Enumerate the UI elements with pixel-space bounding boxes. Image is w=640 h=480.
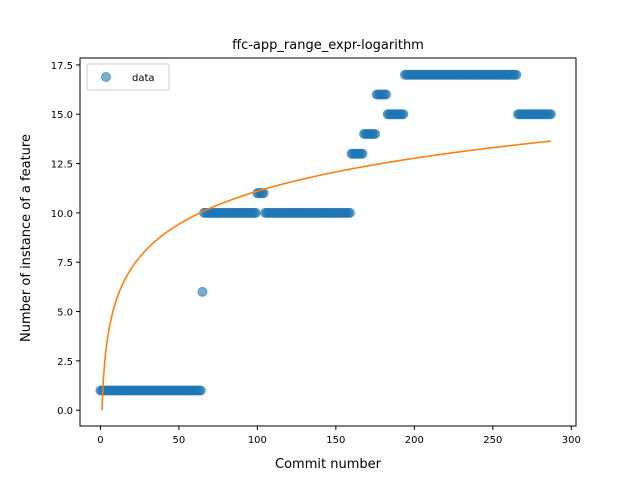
x-tick-label: 250 <box>483 435 502 446</box>
data-point <box>398 109 409 120</box>
legend-data-marker <box>101 72 111 82</box>
y-tick-label: 7.5 <box>57 258 73 269</box>
x-axis-title: Commit number <box>275 457 382 472</box>
y-tick-label: 2.5 <box>57 357 73 368</box>
x-tick-label: 200 <box>405 435 424 446</box>
x-tick-label: 100 <box>248 435 267 446</box>
data-point <box>197 286 208 297</box>
x-tick-label: 50 <box>173 435 186 446</box>
x-tick-label: 0 <box>97 435 103 446</box>
x-tick-label: 300 <box>562 435 581 446</box>
y-axis-title: Number of instance of a feature <box>19 134 34 342</box>
y-tick-label: 10.0 <box>51 209 73 220</box>
plot-area <box>95 69 556 411</box>
data-point <box>250 207 261 218</box>
data-point <box>344 207 355 218</box>
chart-title: ffc-app_range_expr-logarithm <box>232 38 424 53</box>
data-point <box>381 89 392 100</box>
data-point <box>195 385 206 396</box>
plot-frame <box>79 57 577 427</box>
data-point <box>511 69 522 80</box>
data-point <box>370 128 381 139</box>
legend: data <box>86 63 170 91</box>
data-point <box>357 148 368 159</box>
legend-frame <box>86 63 170 91</box>
fit-line <box>101 140 551 411</box>
y-tick-label: 5.0 <box>57 308 73 319</box>
data-point <box>545 109 556 120</box>
legend-label-data: data <box>132 73 155 84</box>
y-tick-label: 15.0 <box>51 110 73 121</box>
x-tick-label: 150 <box>326 435 345 446</box>
y-tick-label: 0.0 <box>57 406 73 417</box>
axis-ticks: 0 50 100 150 200 250 300 0.0 2.5 5.0 7.5 10.0 12.5 15… <box>51 57 581 446</box>
y-tick-label: 12.5 <box>51 160 73 171</box>
y-tick-label: 17.5 <box>51 61 73 72</box>
